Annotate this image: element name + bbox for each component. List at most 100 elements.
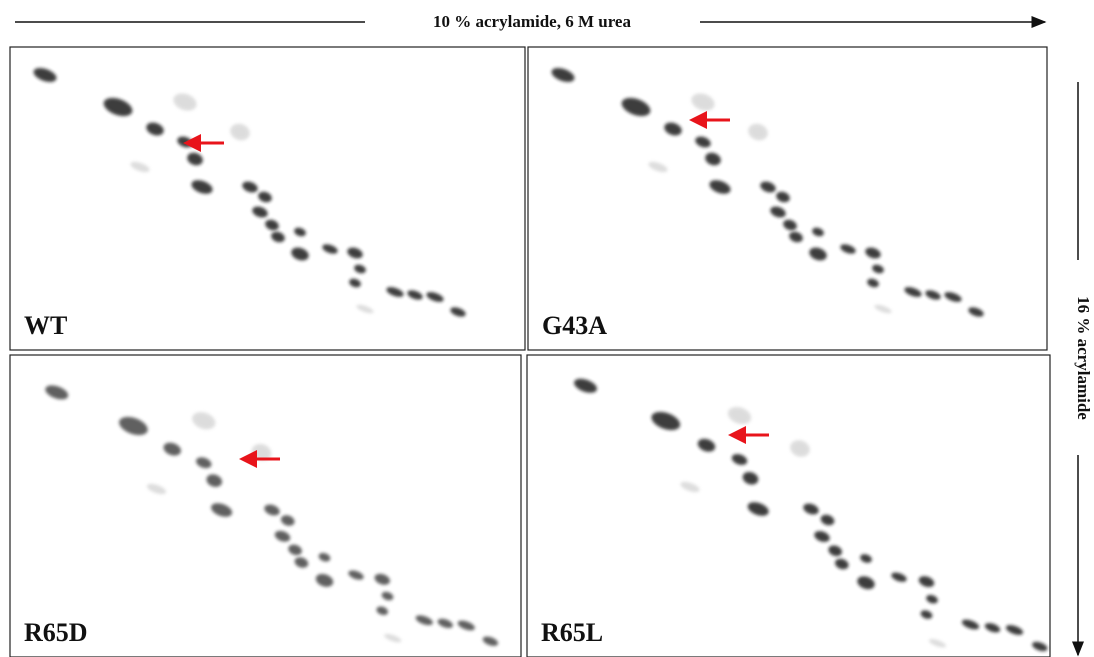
gel-spot bbox=[1005, 625, 1024, 635]
gel-spot bbox=[926, 594, 938, 604]
gel-spot bbox=[748, 123, 768, 141]
gel-spot bbox=[776, 191, 790, 203]
gel-spot bbox=[727, 406, 752, 425]
gel-spot bbox=[187, 152, 203, 166]
gel-panel: R65D bbox=[9, 354, 522, 657]
gel-spot bbox=[348, 570, 364, 580]
panel-label: WT bbox=[24, 311, 67, 340]
gel-panel: R65L bbox=[526, 354, 1051, 657]
gel-spot bbox=[920, 610, 933, 619]
gel-spot bbox=[918, 576, 935, 588]
gel-spot bbox=[961, 619, 980, 630]
gel-spot bbox=[103, 97, 133, 117]
gel-spot bbox=[450, 307, 466, 317]
gel-spot bbox=[820, 514, 835, 526]
gel-spot bbox=[437, 618, 453, 629]
gel-spot bbox=[376, 606, 389, 616]
gel-spot bbox=[258, 191, 272, 203]
gel-spot bbox=[349, 278, 361, 288]
gel-spot bbox=[242, 181, 258, 193]
gel-spot bbox=[457, 620, 475, 631]
gel-spot bbox=[294, 557, 309, 568]
gel-spot bbox=[812, 227, 824, 237]
gel-spot bbox=[407, 290, 423, 300]
gel-spot bbox=[354, 264, 366, 274]
gel-spot bbox=[697, 438, 716, 452]
gel-spot bbox=[840, 244, 856, 254]
gel-spot bbox=[680, 481, 700, 493]
gel-spot bbox=[147, 483, 166, 495]
gel-spot bbox=[551, 68, 575, 82]
gel-spot bbox=[867, 278, 879, 288]
gel-spot bbox=[381, 591, 394, 601]
panel-label: R65D bbox=[24, 618, 88, 647]
gel-spot bbox=[45, 385, 69, 400]
gel-spot bbox=[860, 554, 872, 563]
gel-spot bbox=[318, 552, 331, 562]
gel-spot bbox=[904, 287, 922, 297]
gel-spot bbox=[264, 504, 280, 516]
gel-spot bbox=[163, 442, 181, 456]
gel-spot bbox=[691, 93, 715, 111]
gel-spot bbox=[33, 68, 57, 82]
gel-spot bbox=[790, 440, 810, 457]
gel-spot bbox=[196, 457, 212, 469]
gel-spot bbox=[835, 558, 849, 570]
gel-spot bbox=[783, 219, 797, 231]
gel-spot bbox=[747, 502, 769, 516]
gel-panel: G43A bbox=[527, 46, 1048, 351]
gel-spot bbox=[211, 503, 233, 517]
gel-spot bbox=[872, 264, 884, 274]
gel-spot bbox=[173, 93, 197, 111]
gel-spot bbox=[709, 180, 731, 194]
panels: WT G43A R65D R65L bbox=[9, 46, 1051, 657]
gel-spot bbox=[968, 307, 984, 317]
gel-spot bbox=[891, 572, 907, 582]
gel-spot bbox=[384, 633, 402, 643]
gel-spot bbox=[288, 544, 302, 556]
gel-spot bbox=[803, 503, 819, 515]
gel-spot bbox=[206, 474, 223, 487]
gel-spot bbox=[648, 161, 668, 173]
gel-spot bbox=[574, 378, 597, 393]
gel-spot bbox=[651, 411, 681, 431]
gel-spot bbox=[426, 292, 444, 302]
gel-spot bbox=[291, 247, 309, 261]
gel-spot bbox=[925, 290, 941, 300]
gel-spot bbox=[271, 231, 285, 243]
gel-spot bbox=[621, 97, 651, 117]
gel-spot bbox=[742, 471, 759, 485]
gel-spot bbox=[705, 152, 721, 166]
gel-spot bbox=[814, 531, 830, 542]
gel-spot bbox=[415, 615, 433, 626]
gel-spot bbox=[386, 287, 404, 297]
gel-spot bbox=[695, 136, 711, 148]
gel-spot bbox=[731, 454, 748, 465]
y-axis-label: 16 % acrylamide bbox=[1074, 296, 1093, 420]
x-axis-label: 10 % acrylamide, 6 M urea bbox=[433, 12, 631, 31]
gel-spot bbox=[294, 227, 306, 237]
panel-frame bbox=[526, 354, 1051, 657]
gel-spot bbox=[191, 180, 213, 194]
panel-label: R65L bbox=[541, 618, 603, 647]
gel-spot bbox=[280, 515, 295, 526]
gel-spot bbox=[770, 206, 786, 218]
gel-spot bbox=[315, 573, 334, 587]
gel-spot bbox=[809, 247, 827, 261]
gel-spot bbox=[265, 219, 279, 231]
gel-panel: WT bbox=[9, 46, 526, 351]
gel-spot bbox=[789, 231, 803, 243]
gel-spot bbox=[828, 545, 842, 557]
gel-spot bbox=[482, 636, 499, 646]
gel-spot bbox=[944, 292, 962, 302]
gel-spot bbox=[928, 639, 947, 648]
gel-spot bbox=[274, 530, 291, 542]
gel-spot bbox=[664, 122, 682, 136]
gel-spot bbox=[252, 206, 268, 218]
gel-spot bbox=[874, 304, 892, 314]
gel-spot bbox=[356, 304, 374, 314]
gel-spot bbox=[865, 247, 881, 259]
gel-spot bbox=[146, 122, 164, 136]
gel-spot bbox=[760, 181, 776, 193]
